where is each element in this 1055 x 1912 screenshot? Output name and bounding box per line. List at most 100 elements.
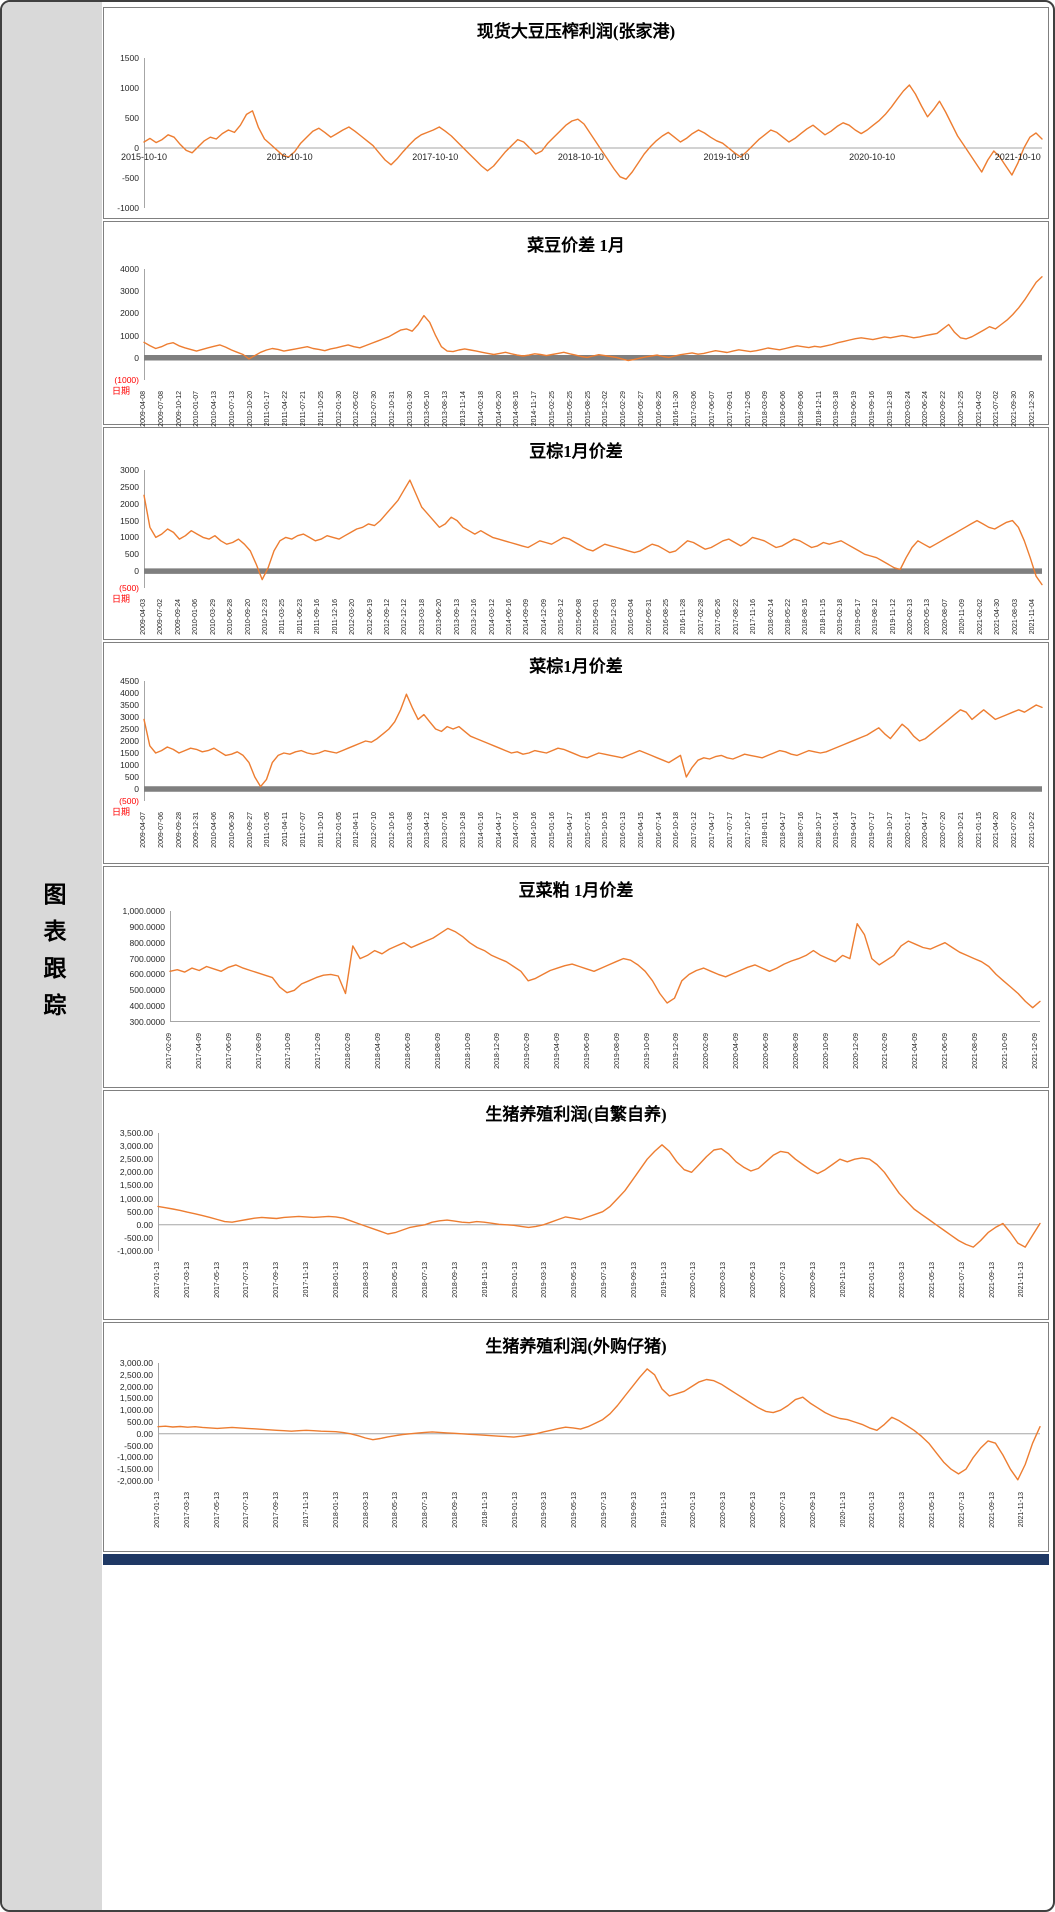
y-tick-label: 3,500.00 [119,1128,153,1138]
y-tick-label: 0 [134,566,139,577]
x-tick-label: 2017-10-10 [412,152,459,162]
chart-rapeseed-palm-spread-jan: 菜棕1月价差 4500 4000 3500 3000 2500 2000 1500 1000 5… [103,642,1049,864]
y-tick-label: (1000) [114,375,139,385]
y-tick-label: 3500 [120,700,139,710]
chart-title: 豆棕1月价差 [529,442,623,461]
y-tick-label: -1,000.00 [117,1452,153,1463]
y-tick-label: 1000 [120,330,139,341]
chart-hog-profit-self-bred: 生猪养殖利润(自繁自养) 3,500.00 3,000.00 2,500.00 2,0… [103,1090,1049,1320]
y-tick-label: 3000 [120,465,139,475]
y-tick-label: 2500 [120,481,139,492]
y-tick-label: 500.0000 [129,985,165,996]
y-tick-label: 500.00 [127,1206,153,1217]
series-line [143,84,1043,180]
y-tick-label: 1000 [120,83,139,93]
y-tick-label: 2500 [120,724,139,734]
y-tick-label: 600.0000 [129,969,165,980]
y-tick-label: 3,000.00 [119,1141,153,1152]
y-tick-label: 4000 [120,264,139,274]
chart-title: 现货大豆压榨利润(张家港) [476,22,676,41]
chart-title: 生猪养殖利润(自繁自养) [485,1105,667,1124]
x-tick-label: 2015-10-10 [120,152,168,162]
y-tick-label: 500 [124,772,139,782]
y-tick-label: 1000 [120,532,139,543]
table-header-bar [103,1554,1049,1565]
y-tick-label: 500.00 [127,1417,153,1427]
chart-plot [143,681,1043,801]
y-tick-label: 0.00 [136,1428,153,1439]
y-tick-label: 2000 [120,308,139,319]
y-tick-label: 1500 [120,515,139,526]
chart-plot [157,1363,1041,1481]
y-tick-label: 1000 [120,760,139,770]
series-line [143,276,1043,362]
y-tick-label: 4500 [120,676,139,686]
y-tick-label: 500 [124,113,139,123]
y-tick-label: 1500 [120,53,139,63]
y-tick-label: 1,000.0000 [122,906,165,916]
y-tick-label: -1000 [117,203,139,213]
chart-title: 菜豆价差 1月 [527,236,625,255]
y-tick-label: -500.00 [124,1232,153,1243]
y-tick-label: 800.0000 [129,937,165,948]
y-tick-label: -500.00 [124,1440,153,1451]
sidebar: 图表跟踪 [2,2,102,1910]
y-tick-label: 400.0000 [129,1001,165,1012]
y-tick-label: 3000 [120,286,139,297]
y-tick-label: 2,000.00 [119,1167,153,1178]
chart-hog-profit-purchased-piglets: 生猪养殖利润(外购仔猪) 3,000.00 2,500.00 2,000.00 1,5… [103,1322,1049,1552]
y-tick-label: -1,000.00 [117,1246,153,1256]
x-axis-title: 日期 [112,807,131,817]
y-tick-label: (500) [119,796,139,806]
chart-title: 生猪养殖利润(外购仔猪) [485,1337,667,1356]
chart-plot [143,269,1043,380]
series-line [157,1368,1041,1481]
x-tick-label: 2021-10-10 [994,152,1041,162]
series-line [157,1144,1041,1248]
y-tick-label: 3,000.00 [119,1358,153,1368]
series-line [143,479,1043,586]
x-axis-title: 日期 [112,386,131,396]
x-tick-label: 2020-10-10 [849,152,896,162]
x-axis-title: 日期 [112,594,131,604]
sidebar-title: 图表跟踪 [40,882,65,1030]
y-tick-label: 2,500.00 [119,1369,153,1380]
y-tick-label: 2,000.00 [119,1381,153,1392]
y-tick-label: 4000 [120,688,139,698]
chart-plot [169,911,1041,1022]
y-tick-label: 0 [134,352,139,363]
y-tick-label: 500 [124,549,139,560]
y-tick-label: 1,500.00 [119,1180,153,1191]
y-tick-label: 1500 [120,748,139,758]
x-tick-label: 2018-10-10 [557,152,604,162]
y-tick-label: 0 [134,143,139,153]
series-line [169,922,1041,1009]
y-tick-label: 2,500.00 [119,1154,153,1165]
y-tick-label: 0 [134,784,139,794]
x-tick-label: 2019-10-10 [703,152,750,162]
y-tick-label: 1,500.00 [119,1393,153,1404]
y-tick-label: 1,000.00 [119,1405,153,1416]
chart-soy-palm-spread-jan: 豆棕1月价差 3000 2500 2000 1500 1000 500 0 (500) 2009… [103,427,1049,640]
chart-plot [143,470,1043,588]
x-tick-label: 2016-10-10 [266,152,313,162]
chart-spot-soybean-crush-profit: 现货大豆压榨利润(张家港) 1500 1000 500 0 -500 -1000 2015-… [103,7,1049,219]
chart-plot [157,1133,1041,1251]
y-tick-label: 300.0000 [129,1017,165,1027]
y-tick-label: 3000 [120,712,139,722]
chart-soymeal-rapemeal-spread-jan: 豆菜粕 1月价差 1,000.0000 900.0000 800.0000 700.0… [103,866,1049,1088]
y-tick-label: 1,000.00 [119,1193,153,1204]
y-tick-label: 0.00 [136,1219,153,1230]
y-tick-label: 2000 [120,498,139,509]
y-tick-label: 700.0000 [129,953,165,964]
series-line [143,693,1043,788]
chart-title: 菜棕1月价差 [529,657,623,676]
chart-rapeseed-soy-spread-jan: 菜豆价差 1月 4000 3000 2000 1000 0 (1000) 2009-04-0… [103,221,1049,427]
y-tick-label: -500 [121,173,139,183]
y-tick-label: 900.0000 [129,921,165,932]
y-tick-label: -1,500.00 [117,1464,153,1475]
y-tick-label: -2,000.00 [117,1476,153,1486]
chart-plot [143,58,1043,208]
y-tick-label: 2000 [120,736,139,746]
